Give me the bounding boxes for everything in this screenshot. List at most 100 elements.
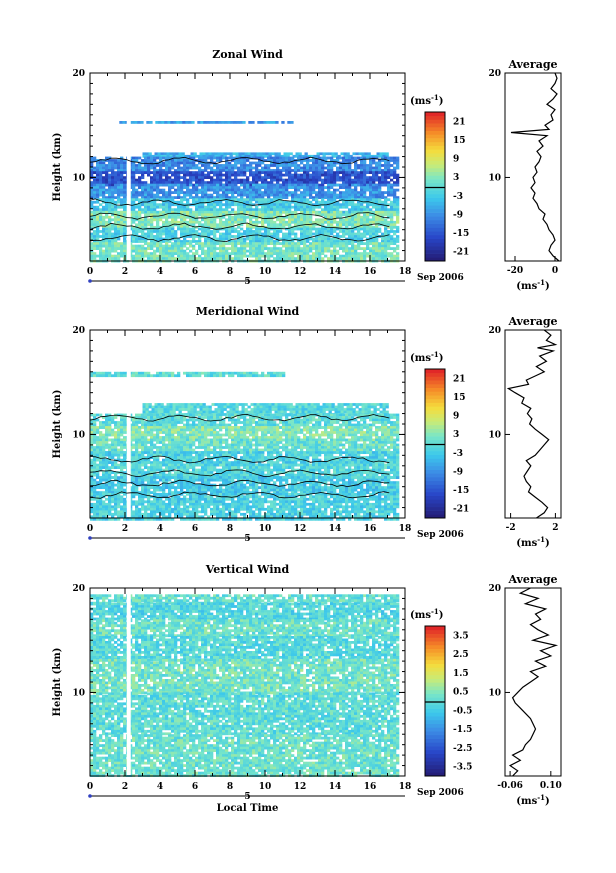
- heatmap-cell: [229, 152, 233, 156]
- heatmap-cell: [366, 413, 370, 417]
- heatmap-cell: [207, 230, 211, 233]
- heatmap-cell: [202, 403, 206, 406]
- heatmap-cell: [351, 244, 355, 248]
- heatmap-cell: [360, 223, 364, 227]
- heatmap-cell: [322, 403, 326, 406]
- heatmap-cell: [225, 249, 229, 253]
- heatmap-cell: [105, 242, 109, 245]
- heatmap-cell: [297, 164, 301, 167]
- heatmap-cell: [378, 210, 382, 214]
- heatmap-cell: [141, 183, 145, 187]
- heatmap-cell: [220, 410, 224, 414]
- heatmap-cell: [270, 188, 274, 192]
- heatmap-cell: [261, 191, 265, 194]
- heatmap-cell: [345, 178, 349, 182]
- heatmap-cell: [178, 405, 182, 409]
- heatmap-cell: [132, 244, 136, 248]
- heatmap-cell: [291, 164, 295, 167]
- heatmap-cell: [396, 252, 400, 255]
- heatmap-cell: [222, 191, 226, 194]
- heatmap-cell: [243, 171, 247, 174]
- colorbar-segment: [425, 130, 445, 135]
- heatmap-cell: [207, 374, 211, 378]
- heatmap-cell: [108, 181, 112, 184]
- heatmap-cell: [306, 225, 310, 229]
- heatmap-cell: [90, 225, 94, 229]
- heatmap-cell: [318, 227, 322, 231]
- heatmap-cell: [210, 213, 214, 217]
- heatmap-cell: [361, 154, 365, 158]
- heatmap-cell: [117, 225, 121, 229]
- heatmap-cell: [339, 244, 343, 248]
- heatmap-cell: [385, 405, 389, 409]
- heatmap-cell: [216, 186, 220, 189]
- heatmap-cell: [213, 237, 217, 241]
- heatmap-cell: [351, 169, 355, 172]
- heatmap-cell: [336, 203, 340, 207]
- heatmap-cell: [384, 249, 388, 253]
- heatmap-cell: [228, 413, 232, 417]
- heatmap-cell: [342, 413, 346, 417]
- heatmap-cell: [114, 254, 118, 258]
- heatmap-cell: [327, 161, 331, 165]
- heatmap-cell: [210, 203, 214, 207]
- heatmap-cell: [111, 235, 115, 238]
- heatmap-cell: [315, 176, 319, 179]
- heatmap-cell: [162, 188, 166, 192]
- heatmap-cell: [276, 232, 280, 236]
- heatmap-cell: [144, 169, 148, 172]
- heatmap-cell: [361, 403, 365, 406]
- heatmap-cell: [114, 183, 118, 187]
- heatmap-cell: [207, 208, 211, 212]
- heatmap-cell: [345, 205, 349, 209]
- heatmap-cell: [147, 223, 151, 227]
- heatmap-cell: [162, 223, 166, 227]
- heatmap-cell: [102, 223, 106, 227]
- heatmap-cell: [294, 235, 298, 238]
- heatmap-cell: [243, 249, 247, 253]
- heatmap-cell: [108, 240, 112, 243]
- heatmap-cell: [252, 242, 256, 245]
- heatmap-cell: [147, 257, 151, 260]
- heatmap-cell: [369, 161, 373, 165]
- heatmap-cell: [175, 405, 179, 409]
- heatmap-cell: [354, 205, 358, 209]
- heatmap-cell: [90, 254, 94, 258]
- heatmap-cell: [231, 230, 235, 233]
- heatmap-cell: [108, 198, 112, 202]
- heatmap-cell: [196, 403, 200, 406]
- heatmap-cell: [270, 374, 274, 378]
- heatmap-cell: [157, 408, 161, 411]
- heatmap-cell: [151, 154, 155, 158]
- heatmap-cell: [179, 121, 183, 124]
- heatmap-cell: [234, 230, 238, 233]
- heatmap-cell: [177, 210, 181, 214]
- heatmap-cell: [340, 405, 344, 409]
- heatmap-cell: [336, 178, 340, 182]
- heatmap-cell: [288, 227, 292, 231]
- heatmap-cell: [336, 242, 340, 245]
- heatmap-cell: [162, 173, 166, 177]
- heatmap-cell: [351, 223, 355, 227]
- heatmap-cell: [381, 252, 385, 255]
- heatmap-cell: [354, 181, 358, 184]
- heatmap-cell: [108, 164, 112, 167]
- heatmap-cell: [174, 176, 178, 179]
- heatmap-cell: [352, 152, 356, 156]
- heatmap-cell: [303, 244, 307, 248]
- heatmap-cell: [246, 196, 250, 199]
- heatmap-cell: [108, 208, 112, 212]
- heatmap-cell: [288, 254, 292, 258]
- heatmap-cell: [195, 252, 199, 255]
- heatmap-cell: [285, 213, 289, 217]
- heatmap-cell: [282, 181, 286, 184]
- heatmap-cell: [159, 244, 163, 248]
- heatmap-cell: [288, 247, 292, 250]
- x-tick-label: 12: [294, 267, 307, 277]
- heatmap-cell: [354, 227, 358, 231]
- heatmap-cell: [313, 408, 317, 411]
- heatmap-cell: [93, 210, 97, 214]
- heatmap-cell: [312, 166, 316, 170]
- heatmap-cell: [306, 244, 310, 248]
- heatmap-cell: [240, 371, 244, 375]
